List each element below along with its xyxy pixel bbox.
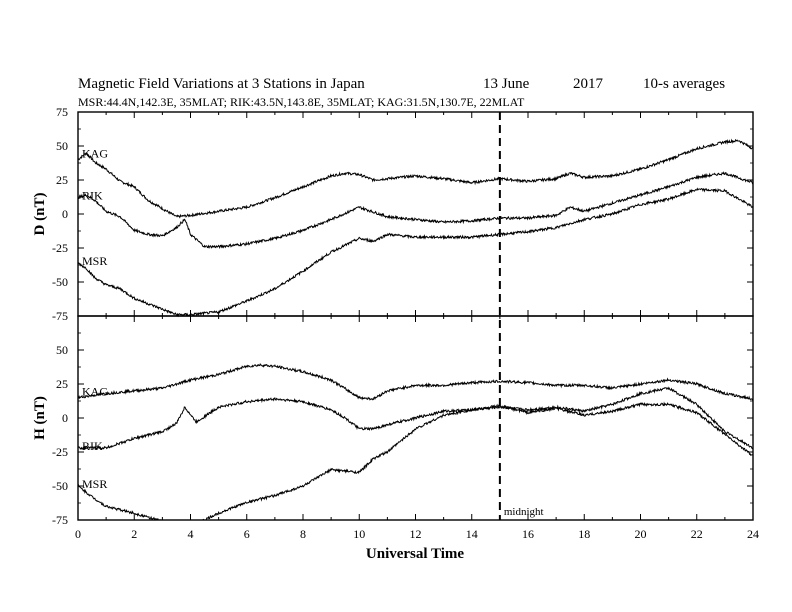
x-tick-label: 10 xyxy=(353,527,365,541)
x-tick-label: 18 xyxy=(578,527,590,541)
x-tick-label: 16 xyxy=(522,527,534,541)
chart-year: 2017 xyxy=(573,76,604,92)
y-tick-label: 25 xyxy=(56,377,68,391)
x-tick-label: 2 xyxy=(131,527,137,541)
x-tick-label: 24 xyxy=(747,527,759,541)
chart-subtitle: MSR:44.4N,142.3E, 35MLAT; RIK:43.5N,143.… xyxy=(78,95,525,109)
series-line-msr xyxy=(77,187,754,318)
y-tick-label: 0 xyxy=(62,207,68,221)
y-tick-label: -50 xyxy=(52,479,68,493)
series-label-rik: RIK xyxy=(82,189,103,203)
y-tick-label: -50 xyxy=(52,275,68,289)
series-label-kag: KAG xyxy=(82,385,108,399)
x-tick-label: 6 xyxy=(244,527,250,541)
panel-frame-1 xyxy=(77,111,754,317)
x-tick-label: 14 xyxy=(466,527,478,541)
series-line-kag xyxy=(77,138,754,219)
y-axis-label: D (nT) xyxy=(32,193,48,236)
x-tick-label: 4 xyxy=(188,527,194,541)
plot-area: 75 50 25 0 -25 -50 -75 D (nT) KAG RIK MSR 50 25 0 -25 -… xyxy=(32,105,759,541)
series-label-msr: MSR xyxy=(82,254,107,268)
y-tick-label: -75 xyxy=(52,309,68,323)
y-tick-label: -25 xyxy=(52,445,68,459)
series-line-rik xyxy=(77,386,754,451)
series-line-rik xyxy=(77,171,754,250)
x-tick-label: 0 xyxy=(75,527,81,541)
y-axis-label: H (nT) xyxy=(32,396,48,440)
series-label-msr: MSR xyxy=(82,477,107,491)
chart-title: Magnetic Field Variations at 3 Stations … xyxy=(78,76,365,92)
series-line-msr xyxy=(77,401,754,521)
midnight-label: midnight xyxy=(504,506,544,518)
y-tick-label: 50 xyxy=(56,139,68,153)
series-label-rik: RIK xyxy=(82,439,103,453)
x-tick-label: 20 xyxy=(635,527,647,541)
y-tick-label: -75 xyxy=(52,513,68,527)
y-tick-label: 0 xyxy=(62,411,68,425)
x-tick-label: 22 xyxy=(691,527,703,541)
y-tick-label: -25 xyxy=(52,241,68,255)
chart-date: 13 June xyxy=(483,76,530,92)
series-label-kag: KAG xyxy=(82,147,108,161)
y-tick-label: 25 xyxy=(56,173,68,187)
x-tick-label: 8 xyxy=(300,527,306,541)
y-tick-label: 75 xyxy=(56,105,68,119)
y-tick-label: 50 xyxy=(56,343,68,357)
x-axis-label: Universal Time xyxy=(366,546,465,562)
chart-averaging: 10-s averages xyxy=(643,76,725,92)
x-tick-label: 12 xyxy=(410,527,422,541)
series-line-kag xyxy=(77,362,754,401)
